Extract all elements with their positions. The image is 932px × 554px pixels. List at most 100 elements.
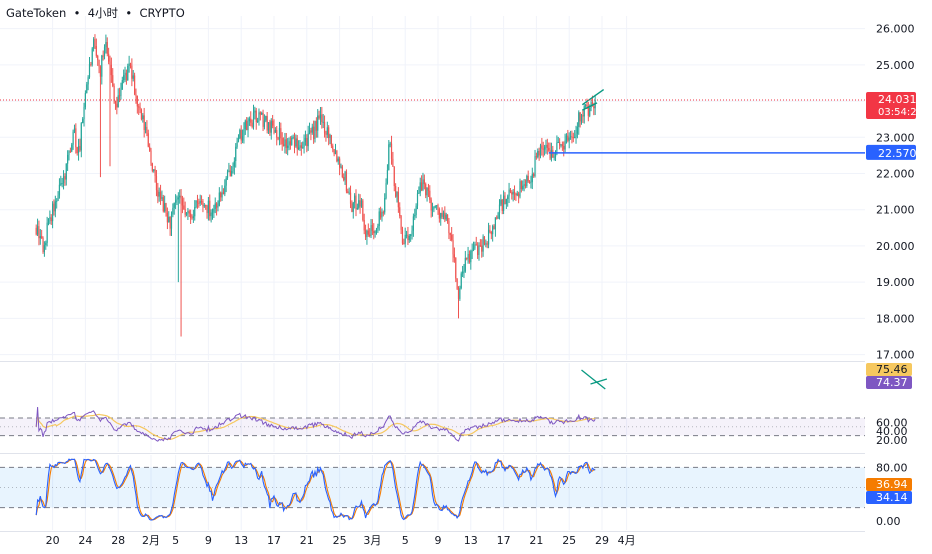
- candle-body: [177, 197, 179, 200]
- candle-body: [274, 129, 276, 133]
- price-tick-label: 22.000: [876, 168, 915, 181]
- candle-body: [310, 130, 312, 133]
- candle-body: [194, 207, 196, 217]
- candle-body: [362, 200, 364, 221]
- candle-body: [179, 195, 181, 198]
- candle-body: [479, 245, 481, 247]
- candle-body: [433, 206, 435, 210]
- candle-body: [319, 114, 322, 119]
- candle-body: [226, 171, 229, 178]
- candle-body: [470, 251, 472, 263]
- candle-body: [318, 115, 320, 119]
- candle-body: [120, 89, 122, 96]
- candle-body: [556, 142, 558, 151]
- candle-body: [161, 197, 163, 199]
- rsi-badge: [866, 376, 912, 389]
- candle-body: [451, 234, 453, 241]
- candle-body: [255, 110, 257, 123]
- candle-body: [80, 123, 82, 151]
- candle-body: [54, 201, 56, 212]
- candle-body: [453, 254, 455, 258]
- candle-body: [410, 234, 412, 236]
- time-tick-label: 13: [464, 534, 478, 547]
- candle-body: [464, 257, 466, 272]
- candle-body: [407, 234, 409, 241]
- candle-body: [278, 128, 281, 140]
- candle-body: [589, 108, 591, 116]
- stoch-d-badge: [866, 478, 912, 491]
- candle-body: [395, 186, 397, 197]
- candle-body: [550, 149, 553, 159]
- candle-body: [527, 175, 529, 182]
- candle-body: [69, 151, 71, 153]
- candle-body: [519, 181, 521, 197]
- candle-body: [151, 163, 153, 171]
- candle-body: [216, 203, 218, 208]
- interval-label: 4小时: [87, 6, 119, 20]
- candle-body: [419, 182, 421, 193]
- candle-body: [35, 227, 37, 235]
- candle-body: [427, 187, 430, 191]
- candle-body: [408, 235, 410, 241]
- candle-body: [288, 141, 290, 146]
- candle-body: [87, 77, 89, 85]
- candle-body: [515, 193, 517, 196]
- candle-body: [313, 126, 315, 140]
- candle-body: [322, 121, 324, 123]
- candle-body: [482, 236, 484, 252]
- candle-body: [143, 115, 145, 130]
- candle-body: [539, 145, 542, 156]
- time-tick-label: 13: [234, 534, 248, 547]
- candle-body: [251, 122, 253, 127]
- time-tick-label: 5: [172, 534, 179, 547]
- price-tick-label: 20.000: [876, 240, 915, 253]
- last-price-badge: [866, 91, 916, 119]
- stoch-tick-label: 0.00: [876, 515, 901, 528]
- candle-body: [421, 182, 423, 190]
- candle-body: [355, 195, 357, 210]
- price-tick-label: 25.000: [876, 59, 915, 72]
- candle-body: [430, 199, 432, 211]
- candle-body: [129, 63, 132, 66]
- candle-body: [494, 217, 496, 230]
- chart-title: GateToken • 4小时 • CRYPTO: [6, 5, 185, 21]
- candle-body: [401, 229, 404, 244]
- candle-body: [423, 179, 425, 185]
- time-tick-label: 29: [595, 534, 609, 547]
- candle-body: [580, 115, 583, 122]
- candle-body: [431, 209, 434, 211]
- candle-body: [190, 213, 192, 218]
- candle-body: [233, 161, 235, 167]
- candle-body: [84, 93, 86, 108]
- candle-body: [57, 195, 59, 201]
- candle-body: [291, 137, 293, 145]
- candle-body: [374, 231, 376, 234]
- candle-body: [363, 220, 365, 231]
- candle-body: [73, 128, 76, 132]
- candle-body: [211, 212, 214, 214]
- candle-body: [332, 145, 334, 150]
- time-tick-label: 28: [111, 534, 125, 547]
- candle-body: [477, 245, 479, 255]
- candle-body: [258, 112, 260, 121]
- candle-body: [385, 183, 387, 199]
- stoch-k-value: 34.14: [876, 491, 908, 504]
- candle-body: [176, 199, 178, 201]
- candle-body: [339, 158, 341, 168]
- candle-body: [366, 230, 368, 238]
- candle-body: [426, 187, 428, 196]
- candle-body: [273, 125, 275, 133]
- candle-body: [289, 141, 291, 145]
- candle-body: [437, 205, 439, 210]
- candle-body: [569, 136, 572, 138]
- candle-body: [298, 147, 300, 150]
- title-separator: •: [73, 6, 81, 20]
- candle-body: [224, 185, 226, 195]
- rsi-tick-label: 20.00: [876, 434, 908, 447]
- candle-body: [392, 158, 394, 167]
- rsi-ma-badge: [866, 363, 912, 376]
- candle-body: [206, 206, 208, 214]
- candle-body: [448, 221, 450, 234]
- candle-body: [497, 212, 499, 219]
